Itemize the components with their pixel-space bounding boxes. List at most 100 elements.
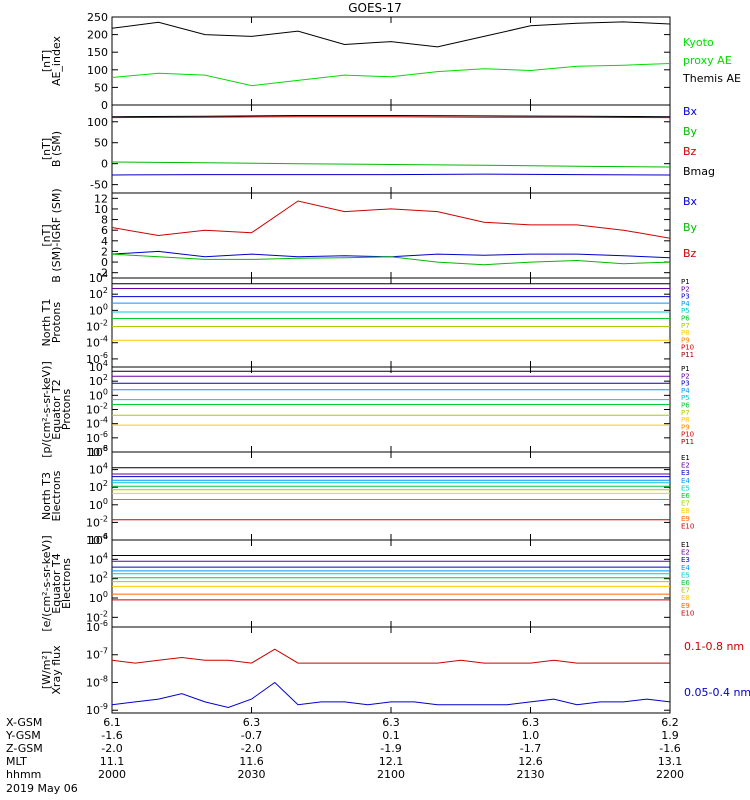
y-axis-label: [nT]: [40, 138, 53, 160]
legend-entry: E7: [681, 587, 690, 595]
y-tick-label: 12: [94, 192, 108, 205]
legend-entry: Bx: [683, 105, 698, 118]
legend-entry: P1: [681, 278, 690, 286]
y-axis-label: Equator T4: [50, 553, 63, 613]
footer-value: 6.3: [521, 716, 540, 729]
y-axis-label: Xray flux: [50, 645, 63, 695]
legend-entry: P1: [681, 365, 690, 373]
legend-entry: E5: [681, 571, 690, 579]
y-tick-label: 150: [87, 46, 108, 59]
legend-entry: P3: [681, 380, 690, 388]
y-tick-label: 8: [101, 214, 108, 227]
legend-entry: Bz: [683, 247, 697, 260]
footer-value: 1.0: [521, 729, 540, 742]
y-tick-label: 0: [101, 256, 108, 269]
panel-1: 0 50 100 150 200 250 AE_index[nT] Kyoto proxy AE…: [40, 11, 741, 112]
legend-entry: P7: [681, 409, 690, 417]
footer-value: 2200: [656, 768, 684, 781]
footer-value: 6.3: [242, 716, 261, 729]
legend-entry: P11: [681, 351, 694, 359]
y-tick-label: 100: [89, 497, 108, 512]
series-0-1-0-8-nm: [112, 648, 670, 664]
legend-entry: E10: [681, 609, 694, 617]
y-axis-label: [e/(cm²-s-sr-keV)]: [40, 535, 53, 631]
legend-entry: P9: [681, 423, 690, 431]
y-tick-label: 100: [87, 116, 108, 129]
y-tick-label: 106: [89, 444, 108, 459]
footer-value: -1.9: [380, 742, 402, 755]
series-themis-ae: [112, 21, 670, 48]
legend-entry: E2: [681, 462, 690, 470]
legend-entry: E10: [681, 522, 694, 530]
panel-frame: [111, 104, 671, 194]
series-kyoto-proxy-ae: [112, 63, 670, 87]
y-tick-label: 10-2: [86, 402, 108, 417]
y-axis-label: Electrons: [50, 470, 63, 521]
legend-entry: P6: [681, 315, 690, 323]
y-tick-label: 104: [89, 551, 108, 566]
y-axis-label: Equator T2: [50, 379, 63, 439]
footer-value: 12.6: [518, 755, 543, 768]
footer-value: -1.6: [101, 729, 123, 742]
y-tick-label: 200: [87, 29, 108, 42]
series-by: [112, 253, 670, 266]
y-tick-label: 0: [101, 158, 108, 171]
y-tick-label: 104: [89, 359, 108, 374]
panel-frame: [111, 451, 671, 541]
legend-entry: proxy AE: [683, 54, 732, 67]
series-by: [112, 161, 670, 168]
y-tick-label: 102: [89, 479, 108, 494]
y-tick-label: -50: [90, 179, 108, 192]
footer-value: -1.7: [519, 742, 542, 755]
y-axis-label: AE_index: [50, 35, 63, 86]
legend-entry: E6: [681, 579, 690, 587]
y-tick-label: 100: [89, 302, 108, 317]
y-tick-label: 102: [89, 373, 108, 388]
y-axis-label: North T1: [40, 299, 53, 347]
legend-entry: P10: [681, 431, 694, 439]
legend-entry: P9: [681, 336, 690, 344]
legend-entry: P4: [681, 387, 690, 395]
panel-frame: [111, 16, 671, 106]
legend-entry: E1: [681, 454, 690, 462]
y-axis-label: [nT]: [40, 50, 53, 72]
footer-value: -0.7: [240, 729, 263, 742]
y-tick-label: 10-4: [86, 335, 108, 350]
y-tick-label: 10-6: [86, 430, 108, 445]
y-axis-label: Protons: [60, 389, 73, 430]
footer-value: 2030: [237, 768, 266, 781]
legend-entry: P2: [681, 372, 690, 380]
footer-value: 13.1: [657, 755, 683, 768]
legend-entry: 0.1-0.8 nm: [684, 640, 744, 653]
y-tick-label: 50: [94, 81, 108, 94]
series-bmag: [112, 115, 670, 118]
footer-value: 2130: [516, 768, 545, 781]
legend-entry: E4: [681, 477, 690, 485]
y-tick-label: 2: [101, 245, 108, 258]
legend-entry: P6: [681, 402, 690, 410]
y-tick-label: 4: [101, 235, 108, 248]
y-tick-label: 10-4: [86, 416, 108, 431]
y-tick-label: 10-8: [86, 674, 108, 689]
legend-entry: P5: [681, 394, 690, 402]
legend-entry: P7: [681, 322, 690, 330]
y-axis-label: Electrons: [60, 558, 73, 609]
y-axis-label: North T3: [40, 472, 53, 520]
legend-entry: E4: [681, 564, 690, 572]
legend-entry: E3: [681, 469, 690, 477]
panel-frame: [111, 366, 671, 453]
legend-entry: P3: [681, 293, 690, 301]
panel-2: -50 0 50 100 B (SM)[nT] Bx By Bz Bmag: [40, 104, 715, 194]
panel-frame: [111, 626, 671, 714]
legend-entry: By: [683, 125, 698, 138]
plot-date: 2019 May 06: [6, 782, 78, 795]
footer-value: 2100: [377, 768, 405, 781]
y-tick-label: 102: [89, 286, 108, 301]
legend-entry: Bmag: [683, 165, 715, 178]
y-tick-label: 50: [94, 137, 108, 150]
footer-value: 0.1: [382, 729, 400, 742]
